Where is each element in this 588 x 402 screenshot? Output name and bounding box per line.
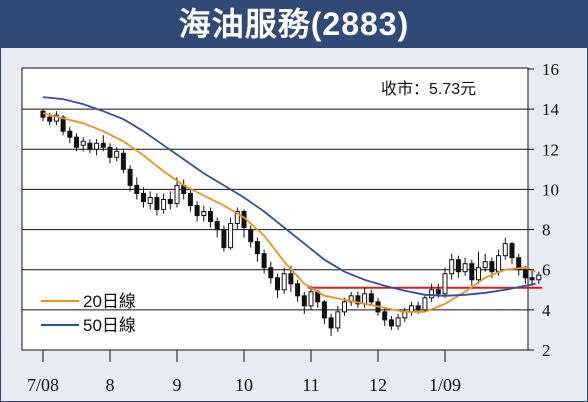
candle-body [120,152,126,170]
x-tick-label: 7/08 [27,375,59,395]
series-line [42,112,536,313]
title-bar: 海油服務(2883) [1,1,587,48]
candle-body [301,295,307,307]
candle-body [388,319,394,327]
candle-body [442,273,448,295]
candle-body [362,293,368,305]
candle-body [154,196,160,210]
candle-body [516,257,522,271]
candle-body [435,289,441,295]
candle-body [94,142,100,150]
candle-body [74,136,79,148]
series-line [42,96,536,297]
x-tick-label: 11 [302,375,319,395]
candle-body [409,305,414,313]
candle-body [368,293,374,303]
candle-body [134,184,140,194]
x-axis-ticks: 7/08 8 9 10 11 12 1/09 [27,350,461,395]
moving-average-lines [42,96,536,313]
candle-body [382,311,388,321]
candle-body [248,229,254,243]
candle-body [502,243,508,257]
candle-body [141,192,146,202]
x-tick-label: 1/09 [429,375,461,395]
candle-body [429,289,435,299]
candle-body [80,140,86,146]
candle-body [214,221,220,231]
chart-title: 海油服務(2883) [178,6,410,42]
x-tick-label: 12 [369,375,387,395]
y-tick-label: 4 [542,301,551,320]
candle-body [234,211,240,225]
y-tick-label: 10 [542,180,559,199]
x-tick-label: 10 [235,375,253,395]
candle-body [308,291,314,307]
candle-body [208,211,213,223]
candle-body [221,229,227,249]
candle-body [489,261,495,273]
plot-area [21,67,529,351]
candle-body [328,317,334,329]
grid-lines [22,108,528,311]
x-tick-label: 9 [173,375,182,395]
candle-body [275,277,280,291]
candle-body [147,196,153,204]
y-tick-label: 6 [542,261,551,280]
y-tick-label: 2 [542,341,551,360]
candle-body [422,297,428,311]
y-tick-label: 16 [542,60,559,79]
candle-body [462,263,468,273]
candle-body [295,283,301,297]
close-price-annotation: 收市：5.73元 [381,80,476,98]
candle-body [187,192,193,206]
candle-body [522,269,528,279]
candle-body [529,277,535,281]
candle-body [254,241,260,255]
candle-body [469,263,475,281]
candle-body [60,116,66,132]
y-tick-label: 12 [542,140,559,159]
candle-body [201,211,207,217]
candle-body [47,116,53,122]
legend-label: 20日線 [83,292,136,311]
candle-body [415,305,421,311]
candle-body [395,317,401,327]
candle-body [194,204,200,217]
x-tick-label: 8 [106,375,115,395]
y-axis-ticks: 2 4 6 8 10 12 14 16 [528,60,560,360]
candle-body [167,198,173,204]
candle-body [335,311,341,329]
legend: 20日線 50日線 [41,292,136,335]
candle-body [321,301,327,319]
candles-group [40,109,542,336]
y-tick-label: 14 [542,100,560,119]
candle-body [107,146,113,158]
y-tick-label: 8 [542,221,551,240]
candle-body [127,168,133,186]
candle-body [449,259,455,275]
legend-label: 50日線 [83,316,136,335]
candle-body [476,267,481,281]
candle-body [496,255,502,273]
candle-body [355,295,361,305]
candle-body [228,223,234,249]
candle-body [100,142,106,148]
candle-body [281,273,287,291]
candle-body [342,301,347,313]
candle-body [288,273,294,285]
candle-body [455,259,461,273]
candle-body [261,253,267,269]
candle-body [114,150,120,158]
candle-body [53,114,59,122]
candle-body [536,274,542,281]
candle-body [67,130,73,138]
candle-body [87,142,93,150]
candle-body [509,243,515,259]
candle-body [161,198,167,210]
candle-body [268,267,274,279]
candle-body [174,184,180,204]
candle-body [482,261,488,269]
